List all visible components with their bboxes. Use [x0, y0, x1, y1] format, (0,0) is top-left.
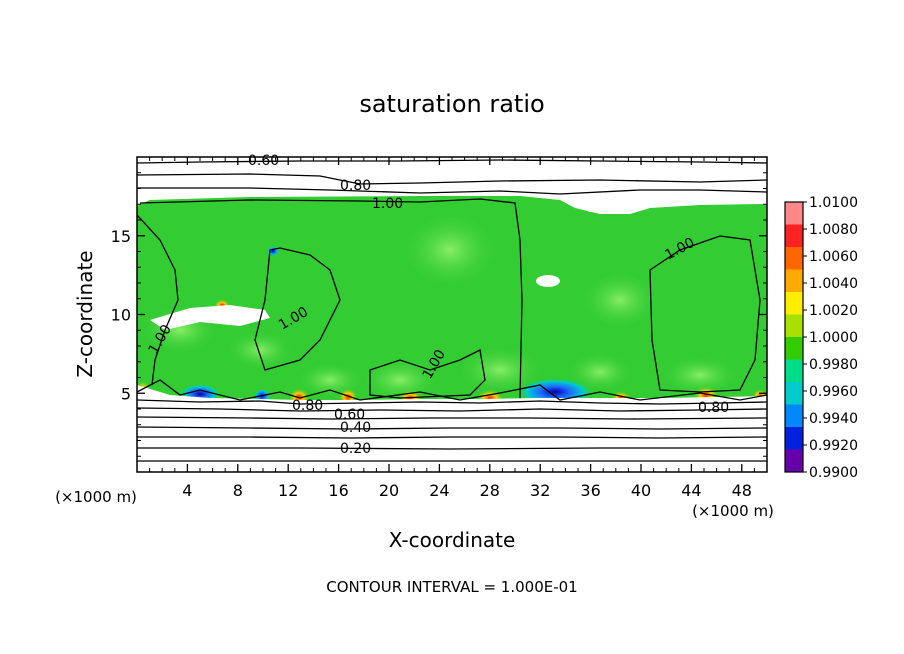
x-tick-label: 20: [379, 481, 399, 500]
contour-0.60-low: [137, 407, 767, 412]
y-axis-label: Z-coordinate: [73, 250, 97, 377]
contour-1.00-right: [649, 235, 761, 393]
contour-label: 0.40: [340, 420, 371, 436]
dry-patch-left: [150, 305, 270, 330]
colorbar-swatch: [785, 359, 803, 383]
contour-label: 0.60: [334, 407, 365, 423]
colorbar-label: 1.0020: [809, 303, 858, 319]
x-tick-label: 12: [278, 481, 298, 500]
colorbar-label: 0.9940: [809, 411, 858, 427]
x-unit-label: (×1000 m): [692, 502, 774, 520]
colorbar-swatch: [785, 269, 803, 293]
contour-label: 0.20: [340, 441, 371, 457]
contour-1.00-top: [139, 198, 523, 399]
contour-1.00-left: [137, 214, 179, 386]
colorbar-swatch: [785, 314, 803, 338]
x-tick-label: 4: [182, 481, 192, 500]
x-tick-label: 16: [328, 481, 348, 500]
x-axis: 4 8 12 16 20 24 28 32 36 40 44 48: [149, 157, 755, 500]
contour-lines: [137, 159, 767, 462]
chart-title: saturation ratio: [359, 90, 544, 118]
x-tick-label: 32: [530, 481, 550, 500]
contour-label: 0.80: [698, 400, 729, 416]
field-anomaly-low: [267, 246, 279, 256]
colorbar-swatch: [785, 247, 803, 270]
x-tick-label: 44: [681, 481, 701, 500]
colorbar-label: 1.0040: [809, 276, 858, 292]
colorbar-label: 0.9980: [809, 357, 858, 373]
contour-0.20-low: [137, 447, 767, 450]
x-tick-label: 24: [429, 481, 449, 500]
colorbar-label: 0.9960: [809, 384, 858, 400]
contour-0.40-low: [137, 426, 767, 430]
x-tick-label: 28: [480, 481, 500, 500]
contour-0.50-low: [137, 416, 767, 420]
field-anomaly-light: [660, 355, 740, 395]
colorbar-swatch: [785, 292, 803, 315]
contour-label: 0.80: [292, 398, 323, 414]
colorbar-swatch: [785, 449, 803, 473]
contour-interval-note: CONTOUR INTERVAL = 1.000E-01: [326, 578, 577, 596]
colorbar-swatch: [785, 202, 803, 225]
contour-1.00-mid: [254, 247, 341, 371]
contour-upper-2: [137, 173, 767, 185]
field-anomaly-light: [580, 270, 660, 330]
x-tick-label: 48: [732, 481, 752, 500]
contour-0.80-low: [137, 399, 767, 405]
y-tick-label: 15: [111, 227, 131, 246]
field-anomaly-light: [360, 358, 440, 402]
colorbar-label: 1.0060: [809, 249, 858, 265]
colorbar-label: 1.0080: [809, 222, 858, 238]
colorbar-swatch: [785, 382, 803, 405]
x-tick-label: 8: [233, 481, 243, 500]
y-tick-label: 10: [111, 306, 131, 325]
field-anomaly-light: [455, 345, 545, 395]
colorbar-swatch: [785, 404, 803, 428]
colorbar-swatch: [785, 224, 803, 248]
contour-0.30-low: [137, 436, 767, 439]
contour-label: 0.60: [248, 153, 279, 169]
colorbar: 1.0100 1.0080 1.0060 1.0040 1.0020 1.0000 0.99…: [784, 195, 858, 481]
dry-patch-mid: [536, 275, 560, 287]
x-tick-label: 36: [580, 481, 600, 500]
y-axis: 5 10 15: [111, 172, 767, 457]
colorbar-label: 0.9920: [809, 438, 858, 454]
field-anomaly-light: [400, 210, 500, 290]
x-axis-label: X-coordinate: [389, 528, 516, 552]
z-unit-label: (×1000 m): [55, 488, 137, 506]
dry-patch-upper: [585, 200, 635, 212]
contour-upper-3: [137, 187, 767, 195]
colorbar-swatch: [785, 427, 803, 450]
y-tick-label: 5: [121, 384, 131, 403]
plot-area: [137, 157, 767, 472]
contour-wiggle: [137, 379, 767, 401]
colorbar-swatch: [785, 337, 803, 360]
field-anomaly-light: [225, 330, 295, 370]
x-tick-label: 40: [631, 481, 651, 500]
contour-label: 0.80: [340, 178, 371, 194]
colorbar-label: 1.0100: [809, 195, 858, 211]
colorbar-label: 0.9900: [809, 465, 858, 481]
contour-upper-1: [137, 159, 767, 164]
field-anomaly-light: [565, 352, 635, 392]
colorbar-label: 1.0000: [809, 330, 858, 346]
contour-label: 1.00: [372, 196, 403, 212]
